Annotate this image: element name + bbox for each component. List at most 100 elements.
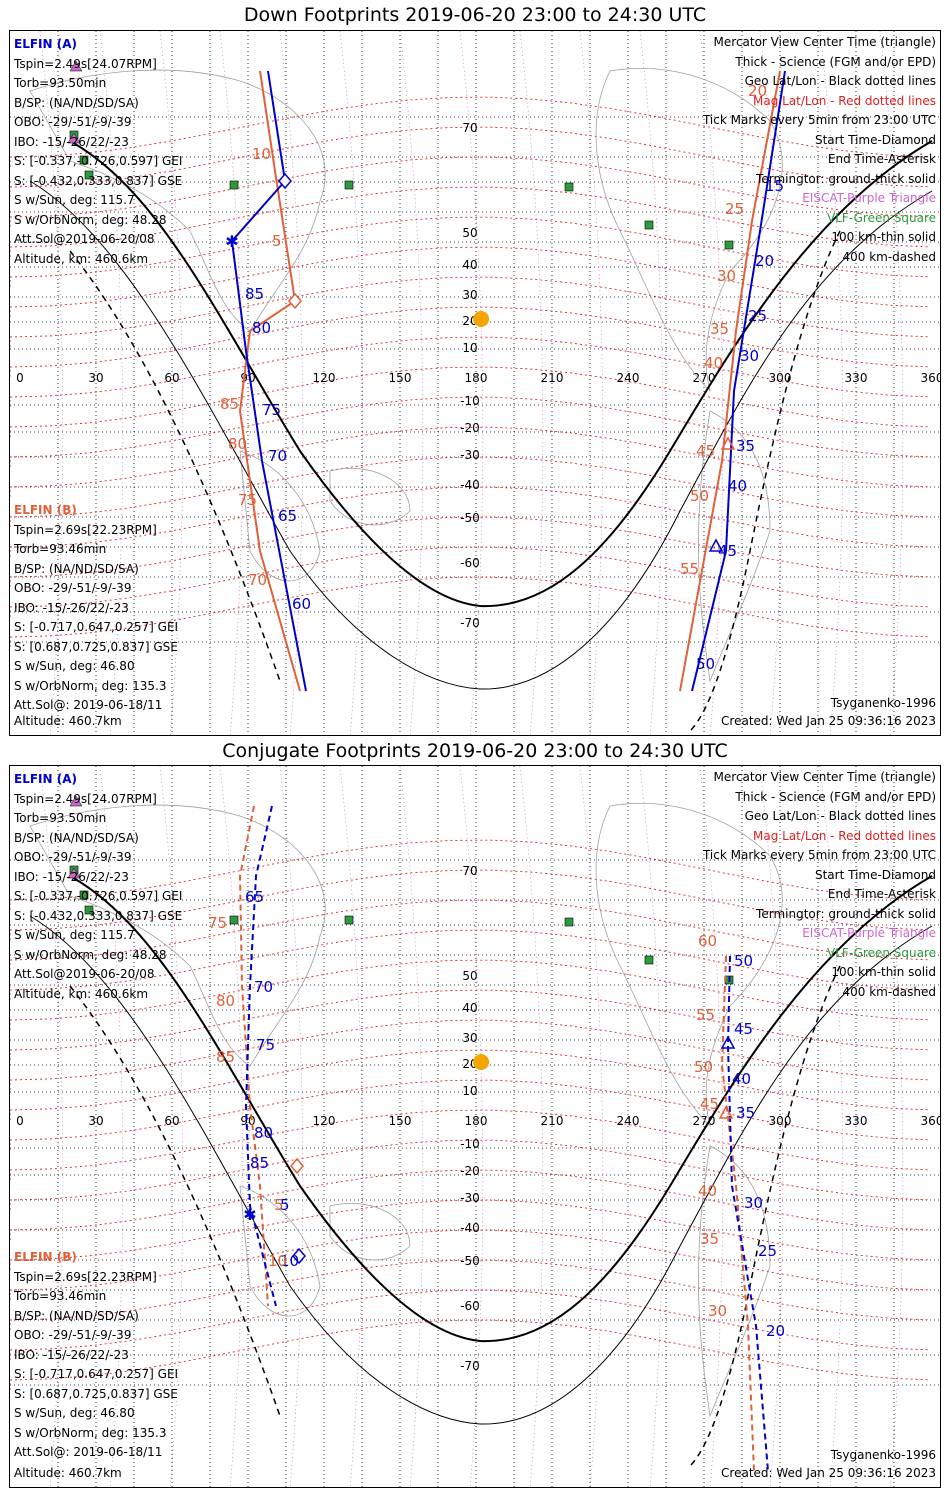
mag-lat-line <box>10 126 931 197</box>
elfin-b-tick-label: 35 <box>700 1230 719 1248</box>
eiscat-triangle-icon <box>69 795 83 807</box>
legend-line: VLF-Green Square <box>827 945 936 960</box>
lon-tick-label: 270 <box>693 371 716 385</box>
elfin-a-tick-label: 25 <box>758 1242 777 1260</box>
elfin-b-tick-label: 80 <box>216 992 235 1010</box>
coastline <box>29 804 326 1067</box>
mag-lat-line <box>10 1289 931 1360</box>
elfin-b-tick-label: 35 <box>710 320 729 338</box>
elfin-a-tick-label: 45 <box>718 542 737 560</box>
altitude-b-down: Altitude: 460.7km <box>14 713 122 728</box>
coastline <box>329 1203 411 1261</box>
lat-tick-label: -10 <box>460 1137 480 1151</box>
eiscat-triangle-icon <box>67 867 81 879</box>
map-canvas-conjugate: 0 30 60 90 120 150 180 210 240 270 300 330 360705040… <box>10 766 940 1487</box>
mag-lat-line <box>10 306 931 377</box>
lon-tick-label: 210 <box>541 371 564 385</box>
mag-lat-line <box>10 1139 931 1210</box>
elfin-b-track-west <box>238 70 301 692</box>
mag-lat-line <box>10 839 931 910</box>
mag-lon-line <box>579 31 604 735</box>
elfin-a-line: S: [-0.432,0.333,0.837] GSE <box>14 173 183 188</box>
legend-line: Start Time-Diamond <box>814 867 936 882</box>
legend-line: Mag Lat/Lon - Red dotted lines <box>752 828 936 843</box>
created-label-down: Created: Wed Jan 25 09:36:16 2023 <box>721 713 936 728</box>
elfin-a-line: S: [-0.337,-0.726,0.597] GEI <box>14 889 183 903</box>
elfin-b-tick-label: 30 <box>708 1302 727 1320</box>
elfin-b-info-down: ELFIN (B) Tspin=2.69s[22.23RPM] Torb=93.4… <box>14 501 178 716</box>
legend-line: 400 km-dashed <box>842 249 936 264</box>
mag-lon-line <box>879 31 904 735</box>
elfin-b-line: S w/Sun, deg: 46.80 <box>14 1406 135 1420</box>
mag-lon-line <box>459 31 484 735</box>
mag-lat-line <box>10 1199 931 1270</box>
lon-tick-label: 120 <box>313 371 336 385</box>
mag-lat-line <box>10 366 931 437</box>
legend-line: EISCAT-Purple Triangle <box>802 191 936 205</box>
elfin-b-line: B/SP: (NA/ND/SD/SA) <box>14 561 139 576</box>
mag-lon-line <box>339 31 364 735</box>
elfin-a-tick-label: 50 <box>696 655 715 673</box>
mag-lon-line <box>939 766 940 770</box>
legend-line: Thick - Science (FGM and/or EPD) <box>735 54 936 69</box>
map-panel-down: 0 30 60 90 120 150 180 210 240 270 300 330 360 70 50 40… <box>9 30 941 736</box>
coastline <box>595 68 783 393</box>
terminator-400km-west <box>69 985 281 1417</box>
elfin-a-tick-label: 60 <box>292 595 311 613</box>
mag-lat-line <box>10 1049 931 1120</box>
elfin-a-line: Altitude, km: 460.6km <box>14 986 149 1001</box>
lat-tick-label: 10 <box>462 1084 477 1098</box>
elfin-b-start-diamond-icon <box>290 1157 304 1175</box>
lon-tick-label: 60 <box>164 371 179 385</box>
elfin-a-line: Att.Sol@2019-06-20/08 <box>14 967 155 981</box>
elfin-a-tick-label: 25 <box>748 307 767 325</box>
elfin-a-line: S w/Sun, deg: 115.7 <box>14 193 135 207</box>
elfin-b-tick-label: 75 <box>238 491 257 509</box>
mag-lon-line <box>399 31 424 735</box>
lon-tick-label: 30 <box>88 1114 103 1128</box>
elfin-a-tick-label: 5 <box>280 1196 290 1214</box>
elfin-b-line: OBO: -29/-51/-9/-39 <box>14 1328 132 1342</box>
elfin-b-tick-label: 85 <box>216 1048 235 1066</box>
elfin-b-tick-label: 25 <box>725 200 744 218</box>
created-label-conjugate: Created: Wed Jan 25 09:36:16 2023 <box>721 1465 936 1480</box>
elfin-a-line: S: [-0.432,0.333,0.837] GSE <box>14 908 183 923</box>
lon-tick-label: 180 <box>465 1114 488 1128</box>
lon-tick-label: 330 <box>845 1114 868 1128</box>
vlf-station-icon <box>724 240 734 250</box>
altitude-b-conjugate: Altitude: 460.7km <box>14 1465 122 1480</box>
elfin-a-line: Torb=93.50min <box>14 76 107 90</box>
mag-lat-line <box>10 276 931 347</box>
elfin-a-end-asterisk-icon: ✱ <box>243 1205 256 1224</box>
elfin-b-tick-label: 45 <box>700 1095 719 1113</box>
vlf-station-icon <box>79 155 89 165</box>
elfin-a-tick-label: 80 <box>254 1124 273 1142</box>
legend-line: EISCAT-Purple Triangle <box>802 926 936 940</box>
lon-tick-label: 240 <box>617 371 640 385</box>
lon-tick-label: 150 <box>389 1114 412 1128</box>
terminator-400km-west <box>69 250 281 682</box>
mag-lat-line <box>10 1079 931 1150</box>
vlf-station-icon <box>229 915 239 925</box>
elfin-b-line: IBO: -15/-26/22/-23 <box>14 1347 129 1362</box>
vlf-station-icon <box>564 182 574 192</box>
mag-lon-line <box>699 31 724 735</box>
elfin-b-line: S: [0.687,0.725,0.837] GSE <box>14 639 178 654</box>
elfin-a-tick-label: 65 <box>278 507 297 525</box>
coastline <box>698 410 771 683</box>
elfin-a-tick-label: 70 <box>268 447 287 465</box>
coastline <box>329 468 411 526</box>
legend-line: Mercator View Center Time (triangle) <box>713 770 936 784</box>
elfin-b-header: ELFIN (B) <box>14 503 77 517</box>
map-canvas-down: 0 30 60 90 120 150 180 210 240 270 300 330 360705040… <box>10 31 940 735</box>
mag-lon-line <box>519 766 544 1487</box>
vlf-station-icon <box>344 180 354 190</box>
elfin-a-tick-label: 70 <box>254 978 273 996</box>
lat-tick-label: -20 <box>460 421 480 435</box>
mag-lat-line <box>10 1229 931 1300</box>
lon-tick-label: 60 <box>164 1114 179 1128</box>
elfin-b-tick-label: 45 <box>696 442 715 460</box>
elfin-b-line: B/SP: (NA/ND/SD/SA) <box>14 1308 139 1323</box>
lat-tick-label: -30 <box>460 1191 480 1205</box>
lat-tick-label: 30 <box>462 1031 477 1045</box>
